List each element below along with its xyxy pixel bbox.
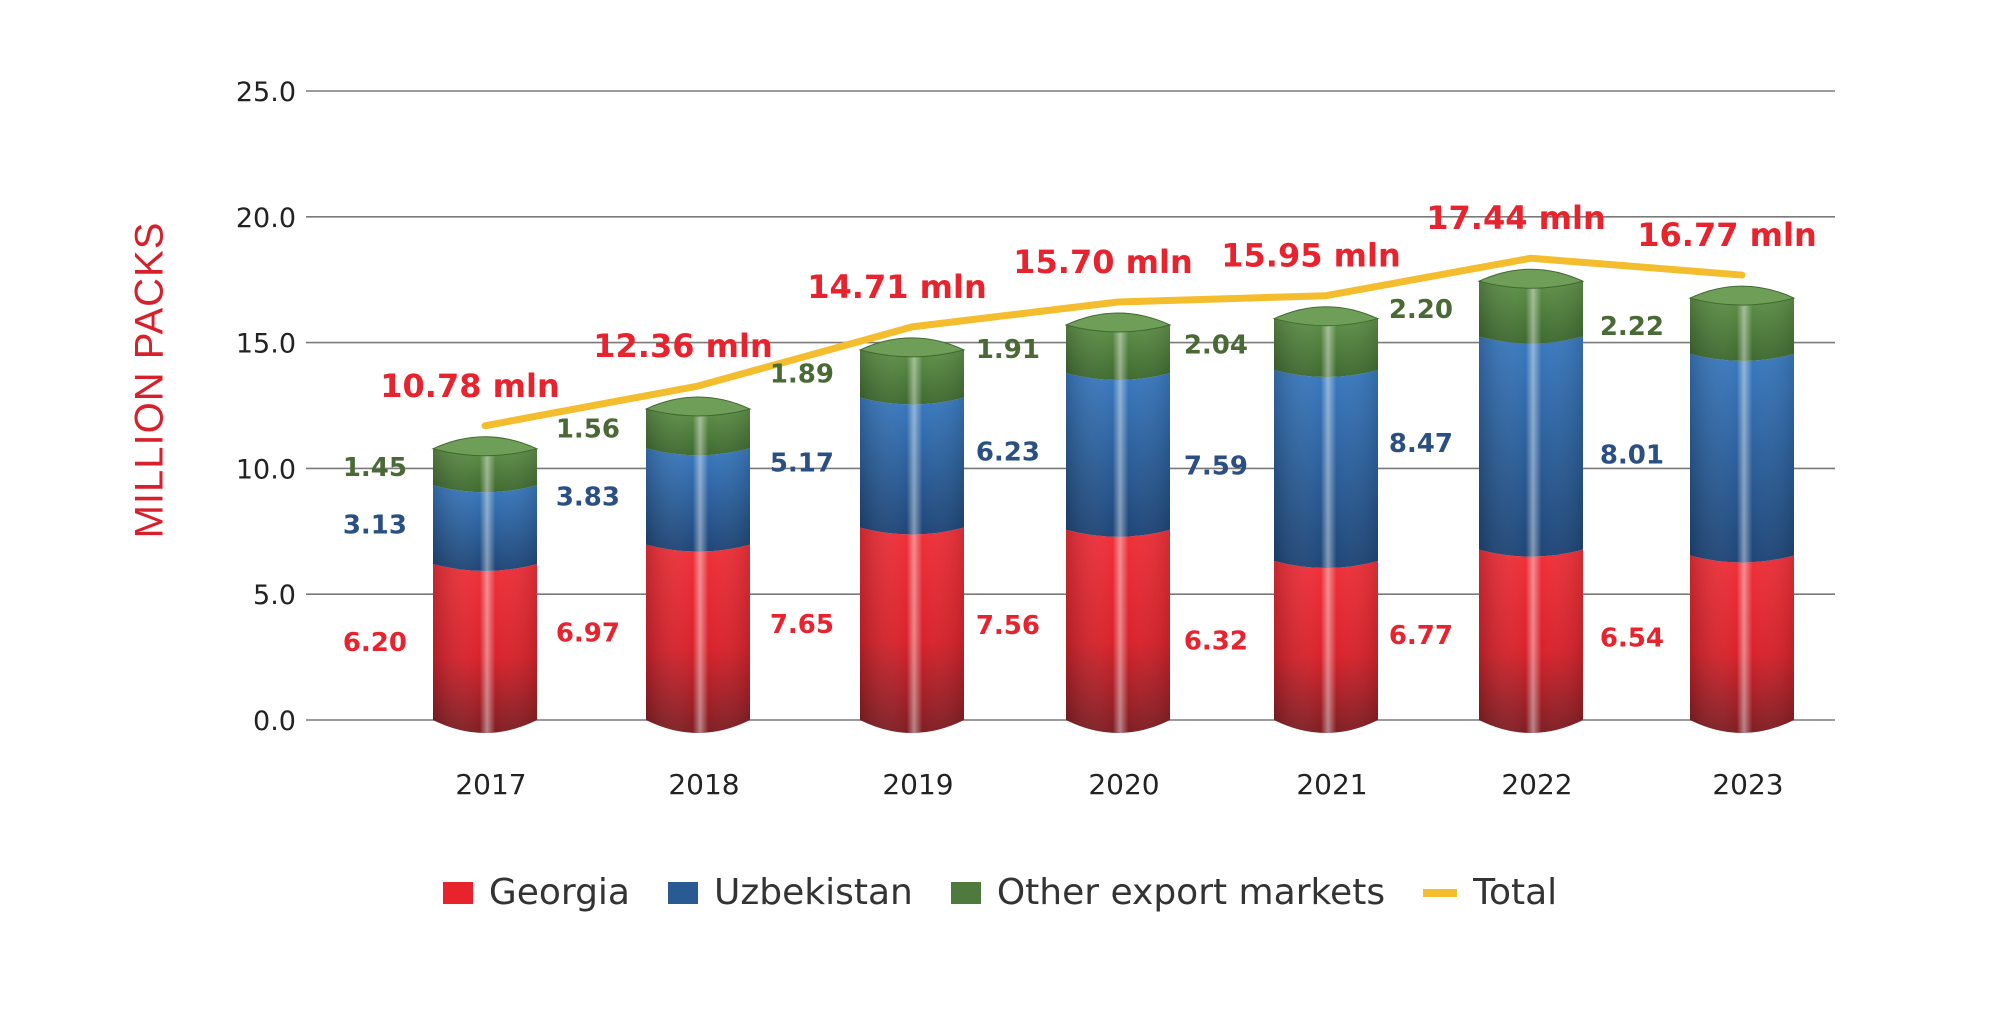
legend-swatch-georgia (442, 881, 473, 904)
data-label-total: 15.95 mln (1221, 237, 1400, 275)
y-tick-label: 0.0 (253, 706, 296, 737)
bar-highlight (1066, 529, 1170, 733)
data-label-georgia: 6.97 (556, 618, 620, 648)
bar-highlight (1274, 370, 1378, 568)
x-tick-label: 2017 (455, 768, 526, 801)
data-label-total: 15.70 mln (1013, 243, 1192, 281)
legend-item-total: Total (1423, 872, 1557, 913)
y-axis-title: MILLION PACKS (127, 221, 172, 539)
data-label-georgia: 6.32 (1184, 626, 1248, 656)
y-tick-label: 20.0 (236, 203, 296, 234)
bar-highlight (1066, 324, 1170, 381)
y-tick-label: 25.0 (236, 77, 296, 108)
data-label-georgia: 6.77 (1389, 621, 1453, 651)
bar-highlight (1274, 318, 1378, 378)
x-tick-label: 2021 (1296, 768, 1367, 801)
total-line (481, 254, 1746, 430)
data-label-uzbekistan: 3.13 (343, 511, 407, 541)
data-label-other: 2.04 (1184, 330, 1248, 360)
y-axis-ticks: 0.0 5.0 10.0 15.0 20.0 25.0 (236, 77, 296, 737)
bar-highlight (1690, 555, 1794, 733)
bar-highlight (860, 527, 964, 733)
legend-label-uzbekistan: Uzbekistan (714, 872, 913, 913)
bar-highlight (433, 448, 537, 493)
bar-highlight (646, 409, 750, 456)
data-label-other: 2.22 (1600, 312, 1664, 342)
x-tick-label: 2022 (1501, 768, 1572, 801)
legend-item-uzbekistan: Uzbekistan (668, 872, 913, 913)
data-label-other: 1.91 (976, 335, 1040, 365)
data-label-uzbekistan: 7.59 (1184, 452, 1248, 482)
bar-highlight (1690, 353, 1794, 563)
data-label-georgia: 7.56 (976, 611, 1040, 641)
bar-top-cap (1272, 306, 1380, 327)
legend-swatch-other (950, 881, 981, 904)
legend-swatch-total (1423, 888, 1458, 897)
data-label-other: 1.45 (343, 453, 407, 483)
x-tick-label: 2020 (1088, 768, 1159, 801)
data-label-other: 1.89 (770, 360, 834, 390)
bar-highlight (860, 349, 964, 405)
legend-label-total: Total (1473, 872, 1558, 913)
data-label-georgia: 6.54 (1600, 624, 1664, 654)
x-tick-label: 2023 (1712, 768, 1783, 801)
bar-top-cap (644, 396, 752, 417)
data-label-total: 16.77 mln (1637, 216, 1816, 254)
legend-item-other: Other export markets (950, 872, 1386, 913)
bar-highlight (1479, 336, 1583, 557)
bar-top-cap (1688, 285, 1796, 306)
bar-highlight (1479, 549, 1583, 733)
bar-highlight (433, 485, 537, 572)
bar-highlight (1274, 560, 1378, 733)
bar-highlight (1690, 298, 1794, 361)
legend-label-georgia: Georgia (488, 872, 630, 913)
data-label-uzbekistan: 6.23 (976, 437, 1040, 467)
y-tick-label: 5.0 (253, 580, 296, 611)
x-tick-label: 2018 (668, 768, 739, 801)
bar-top-cap (1477, 268, 1585, 289)
data-label-total: 17.44 mln (1426, 199, 1605, 237)
y-tick-label: 10.0 (236, 454, 296, 485)
data-label-georgia: 6.20 (343, 628, 407, 658)
data-label-uzbekistan: 3.83 (556, 482, 620, 512)
data-label-total: 10.78 mln (380, 367, 559, 405)
data-label-uzbekistan: 8.47 (1389, 429, 1453, 459)
data-label-total: 12.36 mln (593, 327, 772, 365)
legend-label-other: Other export markets (996, 872, 1386, 913)
data-labels: 6.20 3.13 1.45 10.78 mln 6.97 3.83 1.56 12.36 m… (343, 199, 1817, 658)
bar-highlight (433, 564, 537, 733)
bar-highlight (646, 544, 750, 733)
data-label-total: 14.71 mln (807, 268, 986, 306)
data-label-georgia: 7.65 (770, 610, 834, 640)
bar-highlight (1066, 373, 1170, 537)
data-label-other: 1.56 (556, 415, 620, 445)
bar-top-cap (1064, 312, 1172, 333)
legend-item-georgia: Georgia (442, 872, 630, 913)
total-line-path (481, 254, 1746, 430)
data-label-other: 2.20 (1389, 295, 1453, 325)
y-tick-label: 15.0 (236, 329, 296, 360)
bar-top-cap (858, 337, 966, 358)
bar-highlight (860, 397, 964, 535)
data-label-uzbekistan: 5.17 (770, 448, 834, 478)
legend-swatch-uzbekistan (668, 881, 698, 904)
data-label-uzbekistan: 8.01 (1600, 441, 1664, 471)
bar-highlight (646, 448, 750, 552)
x-axis-ticks: 2017 2018 2019 2020 2021 2022 2023 (455, 768, 1783, 801)
bars (431, 268, 1796, 733)
x-tick-label: 2019 (882, 768, 953, 801)
legend: Georgia Uzbekistan Other export markets … (0, 872, 2000, 913)
bar-top-cap (431, 436, 539, 457)
bar-highlight (1479, 281, 1583, 344)
